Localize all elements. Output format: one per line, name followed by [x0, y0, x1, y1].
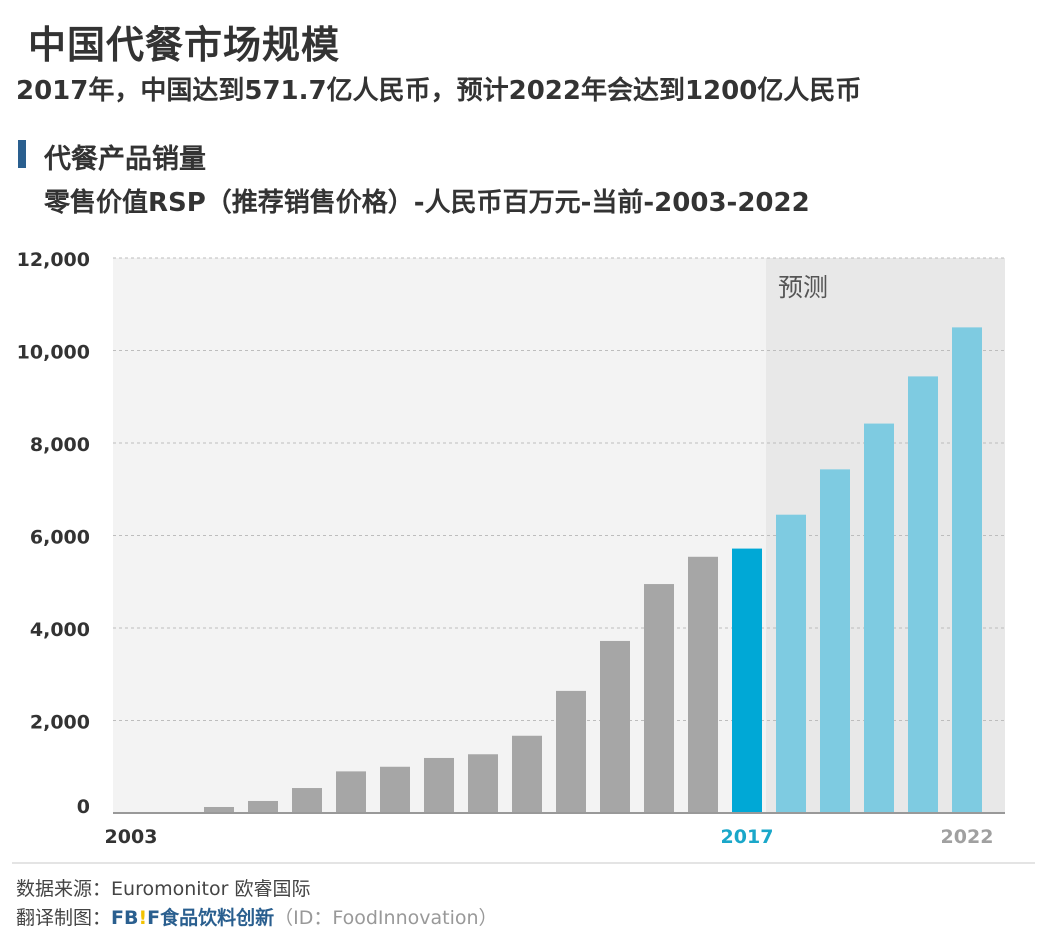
bar-2009: [380, 766, 410, 813]
divider: [12, 862, 1035, 864]
x-tick-label: 2022: [941, 826, 994, 848]
section-marker: [18, 140, 26, 168]
bar-2018: [776, 514, 806, 813]
bar-2005: [204, 806, 234, 813]
subtitle: 2017年，中国达到571.7亿人民币，预计2022年会达到1200亿人民币: [16, 76, 862, 106]
x-tick-label: 2017: [721, 826, 774, 848]
x-tick-label: 2003: [105, 826, 158, 848]
y-tick-label: 4,000: [30, 619, 90, 641]
section-title: 代餐产品销量: [44, 144, 206, 175]
bar-2010: [424, 757, 454, 813]
y-tick-label: 0: [77, 796, 90, 818]
y-tick-label: 6,000: [30, 527, 90, 549]
source-line: 数据来源：Euromonitor 欧睿国际: [16, 874, 310, 901]
brand-part: !: [138, 907, 148, 929]
credit-label: 翻译制图：: [16, 907, 112, 929]
source-label: 数据来源：: [16, 878, 112, 900]
chart-title: 零售价值RSP（推荐销售价格）-人民币百万元-当前-2003-2022: [44, 188, 810, 218]
bar-2019: [820, 469, 850, 813]
bar-2013: [556, 690, 586, 813]
y-tick-label: 2,000: [30, 712, 90, 734]
brand-logo: FB!F食品饮料创新: [111, 907, 274, 929]
source-text: Euromonitor 欧睿国际: [111, 878, 311, 900]
bar-2014: [600, 640, 630, 813]
wechat-id: （ID：FoodInnovation）: [274, 907, 498, 929]
bar-2021: [908, 376, 938, 813]
bar-chart: 预测 0 2,000 4,000 6,000 8,000 10,000 12,000 2003 2…: [17, 249, 1005, 848]
bar-2017: [732, 548, 762, 813]
bar-2006: [248, 800, 278, 813]
page-title: 中国代餐市场规模: [28, 23, 341, 67]
bar-2016: [688, 556, 718, 813]
bar-2012: [512, 735, 542, 813]
credit-line: 翻译制图：FB!F食品饮料创新（ID：FoodInnovation）: [16, 903, 498, 930]
bar-2011: [468, 754, 498, 813]
forecast-label: 预测: [778, 273, 828, 302]
brand-part: F食品饮料创新: [147, 907, 275, 929]
brand-part: FB: [111, 907, 139, 929]
y-tick-label: 8,000: [30, 434, 90, 456]
bar-2008: [336, 771, 366, 813]
y-tick-label: 10,000: [17, 342, 90, 364]
bar-2015: [644, 584, 674, 813]
bar-2020: [864, 423, 894, 813]
bar-2007: [292, 788, 322, 813]
y-tick-label: 12,000: [17, 249, 90, 271]
bar-2022: [952, 327, 982, 813]
